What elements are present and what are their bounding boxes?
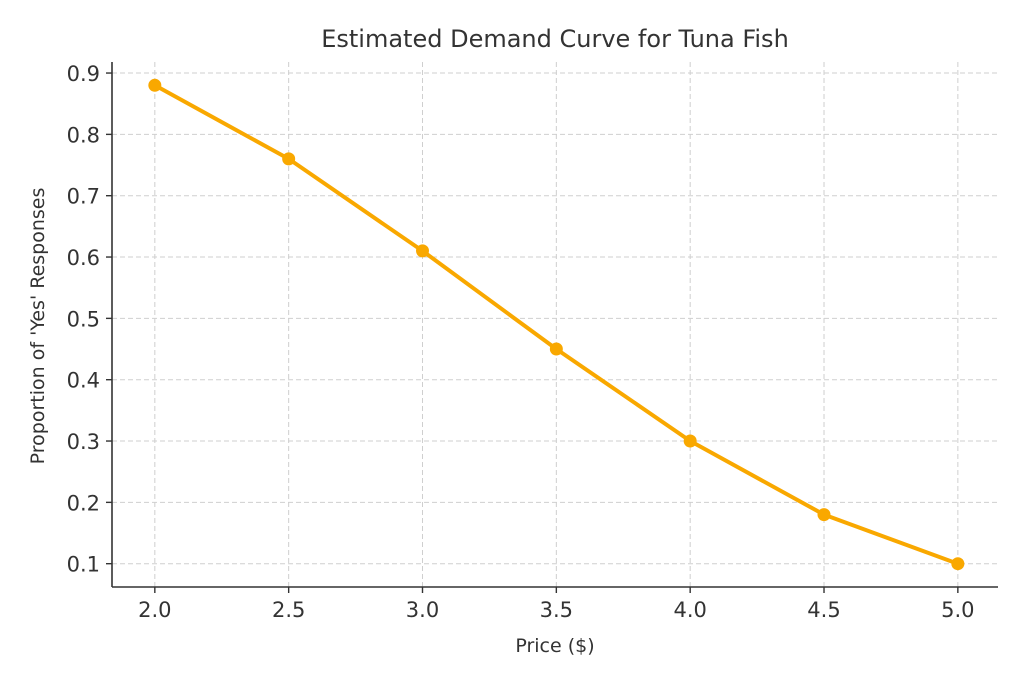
data-point <box>416 244 430 258</box>
chart-title: Estimated Demand Curve for Tuna Fish <box>321 25 789 53</box>
series-line <box>152 83 960 566</box>
data-point <box>148 78 162 92</box>
data-point <box>683 434 697 448</box>
x-tick-label: 4.0 <box>673 598 706 622</box>
data-point <box>282 152 296 166</box>
y-tick-label: 0.3 <box>67 430 100 454</box>
y-tick-label: 0.7 <box>67 185 100 209</box>
data-point <box>951 557 965 571</box>
y-tick-label: 0.6 <box>67 246 100 270</box>
series-layer <box>148 78 965 571</box>
y-tick-label: 0.9 <box>67 62 100 86</box>
x-tick-label: 2.0 <box>138 598 171 622</box>
x-axis-label: Price ($) <box>515 635 594 657</box>
y-axis-ticks: 0.1 0.2 0.3 0.4 0.5 0.6 0.7 0.8 0.9 <box>67 62 112 577</box>
data-point <box>817 508 831 522</box>
axes <box>111 62 998 588</box>
x-tick-label: 3.5 <box>540 598 573 622</box>
x-axis-ticks: 2.0 2.5 3.0 3.5 4.0 4.5 5.0 <box>138 587 975 622</box>
x-tick-label: 4.5 <box>807 598 840 622</box>
y-tick-label: 0.4 <box>67 369 100 393</box>
x-tick-label: 5.0 <box>941 598 974 622</box>
x-tick-label: 2.5 <box>272 598 305 622</box>
y-axis-label: Proportion of 'Yes' Responses <box>27 188 49 465</box>
y-tick-label: 0.1 <box>67 553 100 577</box>
x-tick-label: 3.0 <box>406 598 439 622</box>
data-point <box>549 342 563 356</box>
grid <box>112 62 998 587</box>
y-tick-label: 0.5 <box>67 307 100 331</box>
y-tick-label: 0.8 <box>67 123 100 147</box>
y-tick-label: 0.2 <box>67 491 100 515</box>
